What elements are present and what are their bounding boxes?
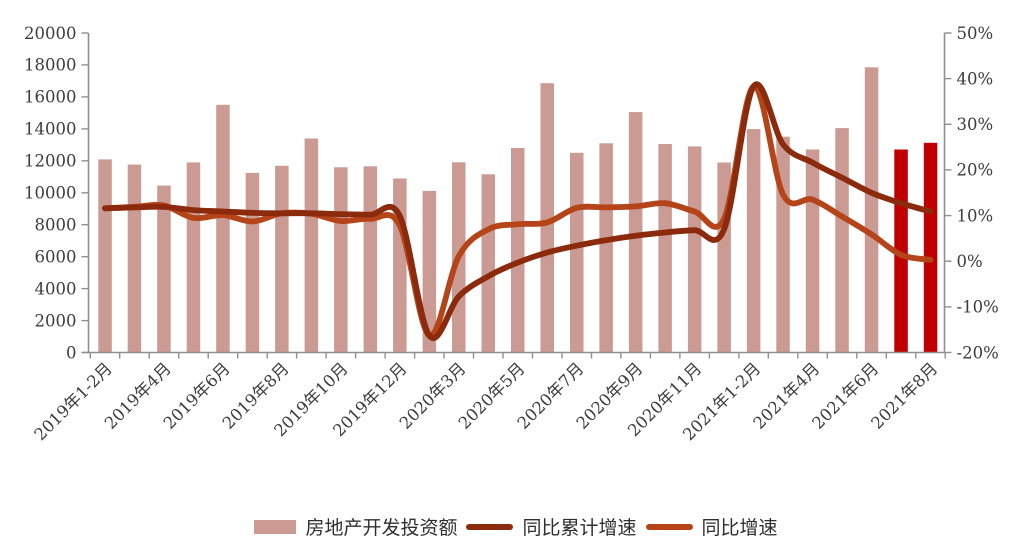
- right-axis-tick-label: 0%: [957, 252, 983, 271]
- cumulative-growth-line: [102, 81, 934, 342]
- investment-bar-highlight: [923, 142, 938, 353]
- investment-bar: [540, 83, 554, 353]
- investment-bar: [599, 143, 613, 353]
- left-axis-tick-label: 20000: [24, 24, 77, 43]
- investment-bar: [835, 128, 849, 353]
- right-axis-tick-label: 30%: [957, 115, 994, 134]
- left-axis-tick-label: 2000: [35, 311, 77, 330]
- investment-bar: [216, 104, 230, 353]
- left-axis-tick-label: 8000: [35, 215, 77, 234]
- investment-bar: [304, 138, 319, 353]
- investment-bar: [570, 152, 584, 353]
- left-axis-tick-label: 16000: [24, 88, 77, 107]
- yoy-growth-line: [102, 83, 934, 339]
- investment-bar: [658, 144, 672, 353]
- legend-swatch-yoy-growth-line: [645, 523, 693, 530]
- x-axis-category-label: 2019年1-2月: [31, 359, 116, 444]
- left-axis-tick-label: 14000: [24, 120, 77, 139]
- investment-bar: [422, 190, 437, 353]
- investment-bar: [127, 164, 142, 353]
- left-axis-tick-label: 6000: [35, 247, 77, 266]
- right-axis-tick-label: 40%: [957, 69, 994, 88]
- chart-svg: 0 2000 4000 6000 8000 10000 12000 14000 16000 180…: [24, 24, 999, 444]
- investment-bar: [245, 172, 260, 353]
- left-axis-tick-label: 18000: [24, 56, 77, 75]
- legend-label-investment: 房地产开发投资额: [305, 517, 458, 539]
- right-axis-tick-label: 50%: [957, 24, 994, 43]
- left-axis-tick-label: 12000: [24, 152, 77, 171]
- right-axis-tick-label: -20%: [957, 343, 999, 362]
- legend-label-yoy-growth: 同比增速: [701, 517, 778, 539]
- legend-swatch-cumulative-growth-line: [466, 523, 514, 530]
- left-axis-tick-label: 4000: [35, 279, 77, 298]
- investment-bar: [687, 146, 702, 353]
- investment-bar: [628, 112, 643, 353]
- investment-bar: [186, 162, 201, 353]
- investment-bar: [334, 167, 348, 353]
- investment-bar: [481, 174, 495, 353]
- chart-legend: 房地产开发投资额 同比累计增速 同比增速: [0, 513, 1032, 540]
- left-axis-tick-label: 10000: [24, 184, 77, 203]
- investment-bar: [393, 178, 407, 353]
- legend-swatch-investment-bar: [254, 519, 297, 534]
- right-axis-tick-label: 10%: [957, 206, 994, 225]
- investment-bar: [363, 166, 378, 353]
- right-axis-tick-label: -10%: [957, 298, 999, 317]
- investment-bar: [275, 165, 289, 353]
- investment-bar: [157, 185, 171, 353]
- investment-bar: [746, 129, 761, 353]
- legend-label-cumulative-growth: 同比累计增速: [522, 517, 637, 539]
- right-axis-tick-label: 20%: [957, 161, 994, 180]
- investment-bar: [805, 149, 820, 353]
- investment-bar: [98, 159, 112, 353]
- investment-bar: [511, 148, 525, 353]
- investment-bar: [864, 67, 879, 353]
- left-axis-tick-label: 0: [66, 343, 77, 362]
